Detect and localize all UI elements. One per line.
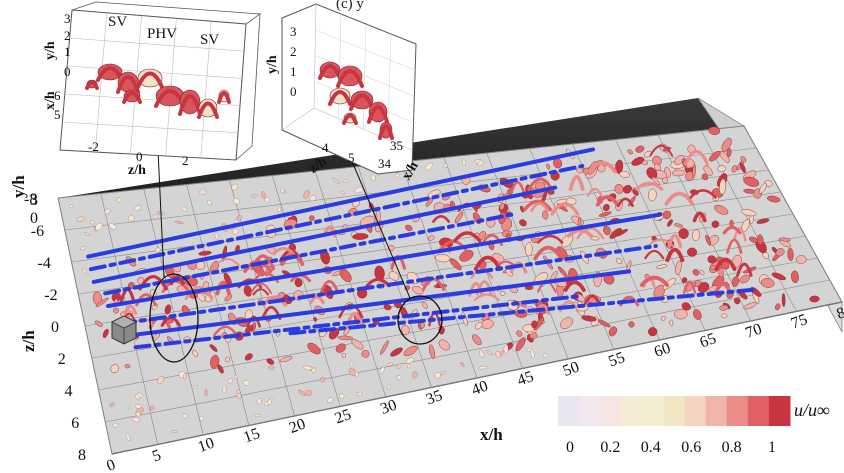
colorbar-swatch xyxy=(621,396,643,426)
colorbar-tick: 0.6 xyxy=(681,439,701,456)
main-x-tick: 50 xyxy=(561,359,582,380)
figure-title-fragment: (c) y xyxy=(336,0,364,12)
colorbar-swatch xyxy=(579,396,601,426)
inset-right-y-tick: 2 xyxy=(290,44,297,59)
highlight-ellipse-far xyxy=(397,295,443,345)
vortex-core-lines xyxy=(86,147,757,350)
colorbar-label: u/u∞ xyxy=(794,400,830,420)
inset-left-y-axis-label: y/h xyxy=(43,41,58,60)
colorbar-swatch xyxy=(726,396,749,426)
leader-line-far xyxy=(347,151,411,299)
phv-label: PHV xyxy=(147,26,177,42)
inset-right-y-tick: 3 xyxy=(290,24,297,39)
main-z-tick: -4 xyxy=(38,255,51,272)
main-x-tick: 15 xyxy=(241,425,262,446)
inset-left-x-axis-label: x/h xyxy=(43,91,58,110)
inset-right-z-tick: 4 xyxy=(322,140,329,155)
inset-left-y-tick: 1 xyxy=(64,44,71,59)
main-x-tick: 0 xyxy=(104,456,117,473)
main-z-axis-label: z/h xyxy=(19,330,38,352)
main-x-tick: 70 xyxy=(743,321,764,342)
inset-right-y-tick: 0 xyxy=(290,84,297,99)
main-y-tick: 3 xyxy=(30,192,38,209)
colorbar-tick: 0 xyxy=(566,439,574,456)
inset-left-y-tick: 3 xyxy=(64,11,71,26)
main-x-tick: 25 xyxy=(333,406,354,427)
main-x-tick: 45 xyxy=(515,368,536,389)
main-x-tick: 65 xyxy=(698,330,719,351)
inset-left xyxy=(59,1,262,161)
main-x-tick: 35 xyxy=(424,387,445,408)
inset-left-x-tick: 5 xyxy=(54,107,61,122)
colorbar-tick: 1 xyxy=(768,439,776,456)
inset-left-y-tick: 0 xyxy=(64,64,71,79)
main-x-axis-label: x/h xyxy=(480,425,503,444)
inset-right-x-tick: 34 xyxy=(378,156,392,171)
inset-right-x-tick: 35 xyxy=(390,138,403,153)
main-z-tick: 0 xyxy=(51,319,59,336)
inset-left-y-tick: 2 xyxy=(64,28,71,43)
main-z-tick: -6 xyxy=(31,223,44,240)
sv-left-label: SV xyxy=(108,14,127,30)
inset-right-y-tick: 1 xyxy=(290,64,297,79)
main-z-tick: -8 xyxy=(24,191,37,208)
colorbar-swatch xyxy=(705,396,728,426)
leader-line-near xyxy=(157,149,165,279)
colorbar-tick: 0.4 xyxy=(641,439,661,456)
main-y-axis-label: y/h xyxy=(9,175,28,198)
highlight-ellipse-near xyxy=(149,273,199,363)
inset-left-z-axis-label: z/h xyxy=(128,163,146,178)
colorbar-swatch xyxy=(663,396,686,426)
main-z-tick: 8 xyxy=(78,447,86,464)
main-x-tick: 75 xyxy=(789,311,810,332)
main-x-tick: 20 xyxy=(287,416,308,437)
main-x-tick: 80 xyxy=(834,302,844,323)
main-x-tick: 5 xyxy=(150,447,163,466)
main-x-tick: 55 xyxy=(606,349,627,370)
inset-right xyxy=(281,3,417,175)
main-z-tick: 4 xyxy=(65,383,73,400)
inset-left-x-tick: 6 xyxy=(54,88,61,103)
inset-left-z-tick: 0 xyxy=(136,149,143,164)
main-z-tick: 6 xyxy=(71,415,79,432)
colorbar-tick: 0.2 xyxy=(600,439,620,456)
main-y-tick: 0 xyxy=(30,210,38,227)
inset-left-z-tick: 2 xyxy=(182,153,189,168)
colorbar-swatch xyxy=(747,396,770,426)
colorbar-swatch xyxy=(600,396,622,426)
inset-right-y-axis-label: y/h xyxy=(265,55,280,74)
inset-left-z-tick: -2 xyxy=(88,139,99,154)
main-x-tick: 30 xyxy=(378,397,399,418)
main-z-tick: -2 xyxy=(44,287,57,304)
obstacle-cube xyxy=(111,315,137,345)
colorbar-tick: 0.8 xyxy=(722,439,742,456)
vortex-isosurfaces xyxy=(69,126,820,441)
colorbar-swatch xyxy=(558,396,580,426)
colorbar-swatch xyxy=(768,396,791,426)
colorbar: 0 0.2 0.4 0.6 0.8 1 u/u∞ xyxy=(558,396,830,456)
inset-right-z-tick: 5 xyxy=(348,150,355,165)
sv-right-label: SV xyxy=(200,32,219,48)
main-x-tick: 60 xyxy=(652,340,673,361)
main-x-tick: 10 xyxy=(196,435,217,456)
main-x-tick: 40 xyxy=(469,378,490,399)
colorbar-swatch xyxy=(642,396,664,426)
main-z-tick: 2 xyxy=(58,351,66,368)
colorbar-swatch xyxy=(684,396,707,426)
